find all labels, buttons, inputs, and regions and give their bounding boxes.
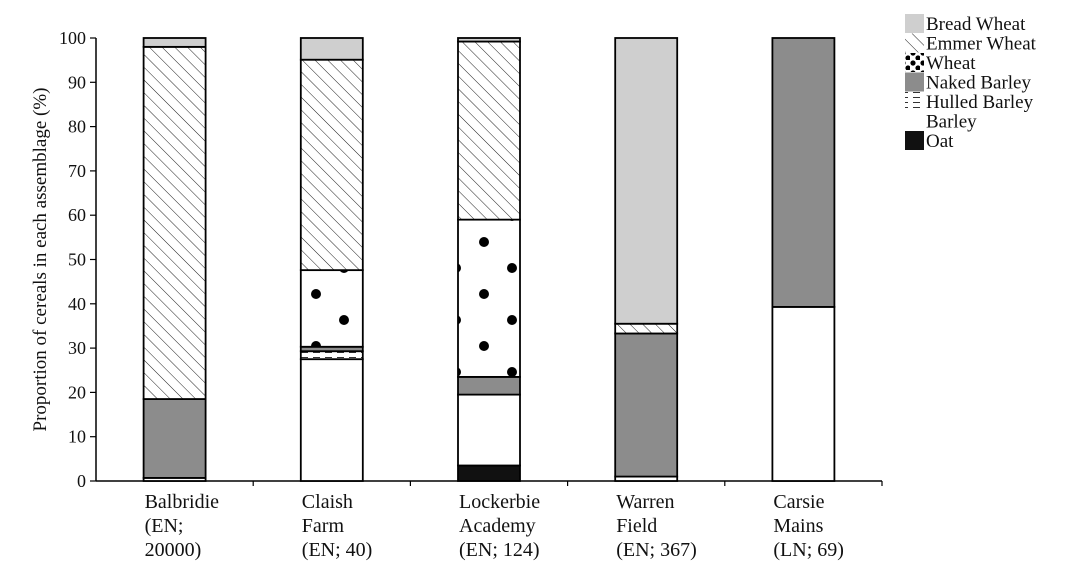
- bars-layer: [142, 37, 836, 482]
- category-label-line: (EN;: [145, 515, 184, 537]
- bar-segment: [614, 332, 679, 478]
- bar-segment: [142, 45, 207, 400]
- bar-segment: [299, 269, 364, 348]
- bar-2: [299, 37, 364, 482]
- bar-segment: [457, 393, 521, 467]
- bar-segment: [457, 375, 521, 396]
- bar-1: [142, 37, 207, 482]
- legend-swatch: [905, 111, 924, 131]
- y-tick-label: 10: [68, 427, 86, 447]
- category-label-line: Academy: [459, 515, 536, 537]
- bar-segment: [457, 218, 521, 378]
- legend-label: Barley: [926, 112, 977, 133]
- axis-layer: 0 10 20 30 40 50 60 70 80 90 100 Proportion of cere…: [30, 28, 883, 491]
- bar-segment: [771, 37, 836, 308]
- category-label-line: Farm: [302, 515, 345, 537]
- legend-swatch: [905, 14, 924, 33]
- legend-label: Emmer Wheat: [926, 34, 1037, 55]
- bar-segment: [142, 398, 207, 479]
- category-label-line: (EN; 124): [459, 539, 540, 561]
- legend-swatch: [905, 33, 924, 53]
- legend-label: Naked Barley: [926, 73, 1031, 94]
- bar-segment: [614, 322, 679, 335]
- category-label-line: 20000): [145, 539, 202, 561]
- bar-segment: [614, 37, 679, 325]
- legend-label: Wheat: [926, 53, 976, 74]
- legend-swatch: [905, 53, 924, 72]
- bar-segment: [457, 37, 521, 43]
- y-tick-label: 100: [59, 28, 86, 48]
- y-tick-label: 0: [77, 471, 86, 491]
- category-label-line: Lockerbie: [459, 491, 540, 513]
- y-tick-label: 40: [68, 294, 86, 314]
- y-axis-title: Proportion of cereals in each assemblage…: [30, 88, 51, 432]
- legend-swatch: [905, 131, 924, 150]
- bar-segment: [299, 350, 364, 361]
- bar-segment: [457, 40, 521, 221]
- bar-segment: [299, 37, 364, 61]
- y-tick-label: 20: [68, 382, 86, 402]
- bar-segment: [142, 37, 207, 48]
- legend-label: Bread Wheat: [926, 14, 1026, 35]
- legend-label: Oat: [926, 131, 954, 152]
- bar-3: [457, 37, 521, 482]
- category-label-line: Balbridie: [145, 491, 220, 513]
- y-tick-label: 80: [68, 117, 86, 137]
- legend-swatch: [905, 92, 924, 111]
- legend-label: Hulled Barley: [926, 92, 1034, 113]
- y-tick-label: 70: [68, 161, 86, 181]
- category-label-line: Carsie: [773, 491, 824, 513]
- bar-segment: [771, 306, 836, 482]
- category-label-line: (LN; 69): [773, 539, 844, 561]
- bar-segment: [299, 358, 364, 482]
- y-tick-label: 90: [68, 72, 86, 92]
- category-label-line: Mains: [773, 515, 823, 537]
- category-label-line: Warren: [616, 491, 674, 513]
- y-tick-label: 50: [68, 250, 86, 270]
- category-label-line: Claish: [302, 491, 353, 513]
- category-label-line: (EN; 367): [616, 539, 697, 561]
- bar-segment: [299, 58, 364, 272]
- bar-4: [614, 37, 679, 482]
- legend-swatch: [905, 72, 924, 92]
- category-label-line: Field: [616, 515, 657, 537]
- y-tick-label: 60: [68, 205, 86, 225]
- bar-5: [771, 37, 836, 482]
- category-label-line: (EN; 40): [302, 539, 373, 561]
- y-tick-label: 30: [68, 338, 86, 358]
- bar-segment: [457, 464, 521, 482]
